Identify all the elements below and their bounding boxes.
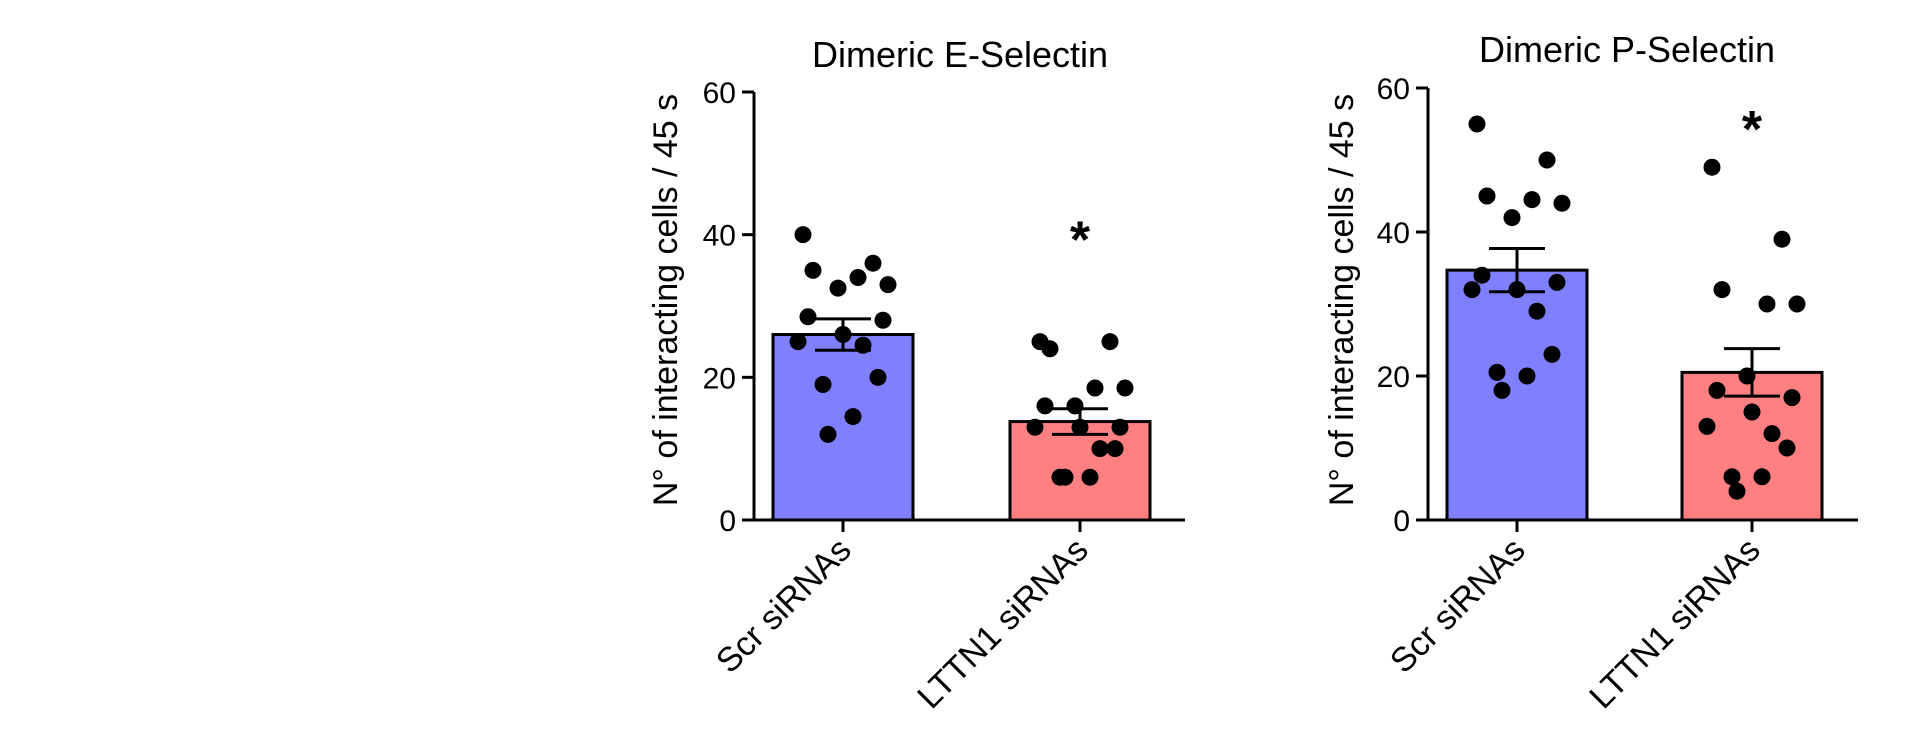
data-point: [879, 276, 897, 294]
data-point: [804, 261, 822, 279]
y-tick-label: 20: [703, 362, 736, 395]
data-point: [1773, 230, 1791, 248]
data-point: [844, 408, 862, 426]
data-point: [1743, 403, 1761, 421]
data-point: [1468, 115, 1486, 133]
x-tick-label: LTTN1 siRNAs: [1582, 531, 1767, 716]
y-tick-label: 60: [703, 77, 736, 110]
data-point: [1783, 389, 1801, 407]
data-point: [819, 425, 837, 443]
data-point: [1066, 397, 1084, 415]
data-point: [1538, 151, 1556, 169]
y-axis-label: N° of interacting cells / 45 s: [1323, 94, 1361, 506]
x-tick-label: Scr siRNAs: [1383, 531, 1533, 681]
data-point: [874, 311, 892, 329]
data-point: [1518, 367, 1536, 385]
data-point: [1763, 425, 1781, 443]
data-point: [1543, 345, 1561, 363]
data-point: [829, 279, 847, 297]
data-point: [1523, 191, 1541, 209]
chart-p-selectin: Dimeric P-Selectin N° of interacting cell…: [1323, 29, 1858, 716]
data-point: [869, 368, 887, 386]
y-tick-label: 40: [703, 220, 736, 253]
significance-marker: *: [1742, 101, 1763, 159]
data-point: [1528, 302, 1546, 320]
y-tick-label: 0: [1393, 505, 1410, 538]
data-point: [1778, 439, 1796, 457]
data-point: [814, 375, 832, 393]
y-axis-label: N° of interacting cells / 45 s: [647, 94, 685, 506]
data-point: [1708, 381, 1726, 399]
data-point: [1473, 266, 1491, 284]
data-point: [1698, 417, 1716, 435]
data-point: [1111, 418, 1129, 436]
data-point: [849, 268, 867, 286]
data-point: [1703, 158, 1721, 176]
data-point: [1101, 333, 1119, 351]
significance-marker: *: [1070, 212, 1091, 270]
data-point: [1493, 381, 1511, 399]
data-point: [1091, 440, 1109, 458]
data-point: [1713, 281, 1731, 299]
data-point: [1463, 281, 1481, 299]
data-point: [1041, 340, 1059, 358]
y-tick-label: 20: [1377, 361, 1410, 394]
data-point: [854, 336, 872, 354]
data-point: [1553, 194, 1571, 212]
bar: [1445, 268, 1589, 522]
x-tick-label: Scr siRNAs: [709, 531, 859, 681]
data-point: [1503, 209, 1521, 227]
data-point: [1488, 363, 1506, 381]
data-point: [1753, 468, 1771, 486]
chart-title: Dimeric P-Selectin: [1479, 29, 1775, 70]
data-point: [1081, 468, 1099, 486]
y-tick-label: 60: [1377, 73, 1410, 106]
y-tick-label: 0: [719, 505, 736, 538]
data-point: [1026, 418, 1044, 436]
data-point: [1548, 273, 1566, 291]
data-point: [1071, 418, 1089, 436]
data-point: [1728, 482, 1746, 500]
data-point: [1116, 379, 1134, 397]
data-point: [834, 326, 852, 344]
bar: [771, 333, 915, 522]
data-point: [1758, 295, 1776, 313]
data-point: [1788, 295, 1806, 313]
data-point: [1106, 440, 1124, 458]
data-point: [1036, 397, 1054, 415]
y-tick-label: 40: [1377, 217, 1410, 250]
data-point: [1508, 281, 1526, 299]
x-tick-label: LTTN1 siRNAs: [910, 531, 1095, 716]
data-point: [864, 254, 882, 272]
data-point: [794, 226, 812, 244]
data-point: [789, 333, 807, 351]
data-point: [1056, 468, 1074, 486]
data-point: [1723, 468, 1741, 486]
bar: [1008, 420, 1152, 522]
data-point: [1738, 367, 1756, 385]
chart-e-selectin: Dimeric E-Selectin N° of interacting cell…: [647, 34, 1185, 716]
data-point: [1086, 379, 1104, 397]
chart-title: Dimeric E-Selectin: [812, 34, 1108, 75]
data-point: [1478, 187, 1496, 205]
data-point: [799, 308, 817, 326]
